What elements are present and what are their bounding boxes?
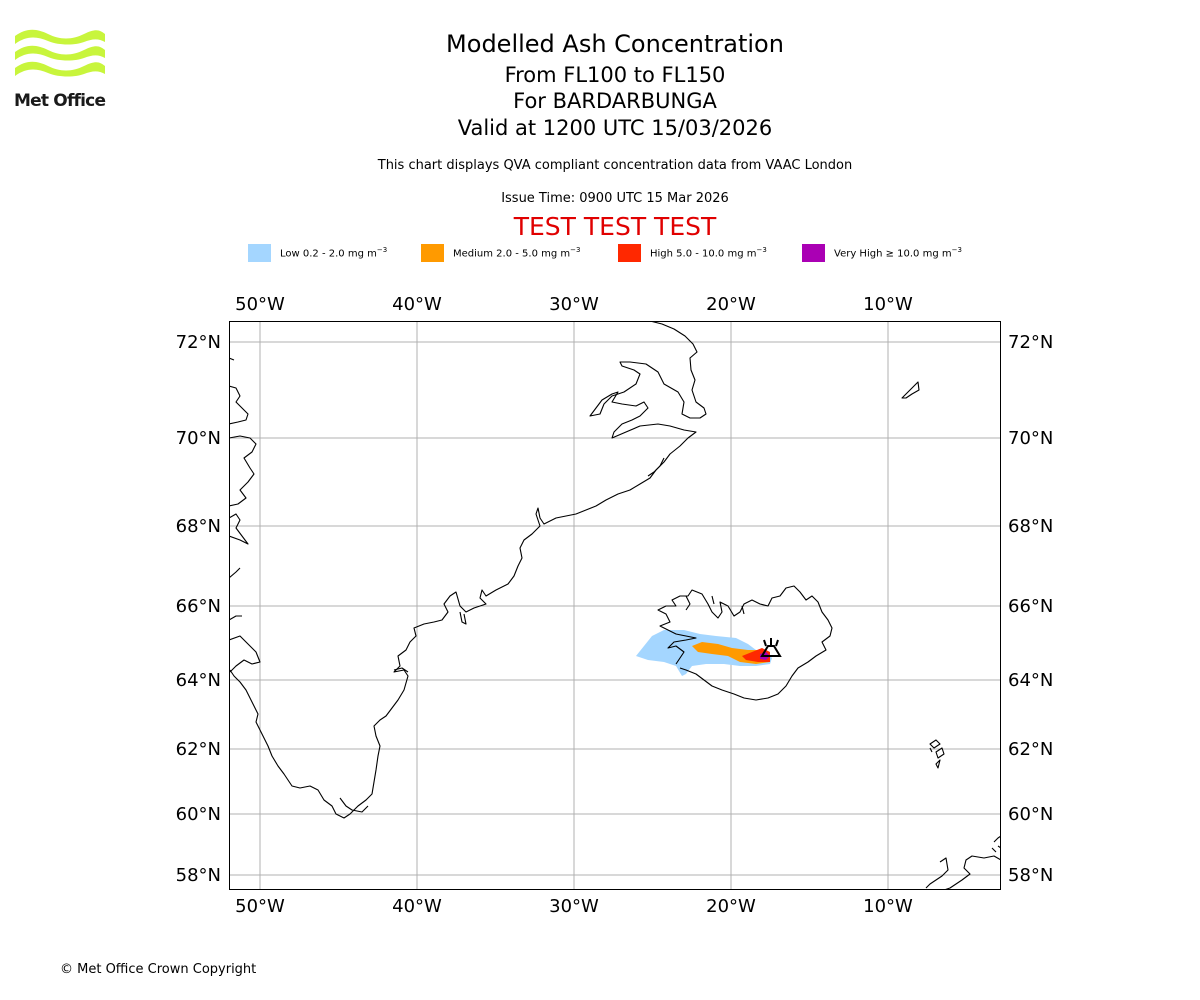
faroe-islands-coastline (929, 739, 945, 769)
greenland-inlet-3 (393, 667, 409, 673)
legend-exp-medium: −3 (570, 246, 581, 254)
greenland-coastline (229, 321, 707, 819)
lat-tick-right: 64°N (1008, 670, 1053, 691)
legend-swatch-medium (421, 244, 444, 262)
greenland-west-fragments (229, 357, 261, 673)
jan-mayen-coastline (901, 381, 920, 399)
legend-exp-low: −3 (376, 246, 388, 254)
scotland-coastline (925, 835, 1001, 890)
iceland-fjords (685, 595, 745, 615)
lat-tick-left: 64°N (176, 670, 221, 691)
chart-title: Modelled Ash Concentration (446, 30, 784, 58)
ash-area-low (636, 630, 772, 676)
greenland-inlet-4 (339, 797, 369, 813)
met-office-logo: Met Office (14, 28, 110, 112)
valid-time: Valid at 1200 UTC 15/03/2026 (457, 116, 773, 140)
lat-tick-left: 60°N (176, 804, 221, 825)
lat-tick-right: 58°N (1008, 865, 1053, 886)
test-banner: TEST TEST TEST (513, 212, 717, 241)
lat-tick-left: 68°N (176, 516, 221, 537)
legend-label-high: High 5.0 - 10.0 mg m (650, 248, 757, 260)
lat-tick-right: 70°N (1008, 428, 1053, 449)
legend-label-low: Low 0.2 - 2.0 mg m (280, 248, 377, 260)
flight-levels: From FL100 to FL150 (504, 63, 726, 87)
lon-tick-top: 10°W (863, 294, 913, 315)
lat-tick-right: 66°N (1008, 596, 1053, 617)
volcano-icon (760, 638, 782, 657)
ash-concentration-areas (636, 630, 772, 676)
chart-description: This chart displays QVA compliant concen… (377, 158, 853, 173)
legend-exp-high: −3 (756, 246, 767, 254)
lon-tick-bottom: 30°W (549, 896, 599, 917)
legend-swatch-high (618, 244, 641, 262)
lon-tick-top: 40°W (392, 294, 442, 315)
iceland-coastline (657, 585, 833, 701)
greenland-inlet-1 (647, 457, 665, 477)
lat-tick-right: 72°N (1008, 332, 1053, 353)
logo-text: Met Office (14, 91, 106, 111)
issue-time: Issue Time: 0900 UTC 15 Mar 2026 (501, 191, 729, 206)
legend-swatch-low (248, 244, 271, 262)
copyright-notice: © Met Office Crown Copyright (60, 962, 257, 977)
lat-tick-left: 66°N (176, 596, 221, 617)
lon-tick-bottom: 20°W (706, 896, 756, 917)
lat-tick-left: 62°N (176, 739, 221, 760)
map-frame (229, 321, 1001, 890)
lon-tick-top: 20°W (706, 294, 756, 315)
lat-tick-right: 68°N (1008, 516, 1053, 537)
lon-tick-top: 50°W (235, 294, 285, 315)
greenland-inlet-2 (459, 611, 467, 625)
lon-tick-bottom: 10°W (863, 896, 913, 917)
lat-tick-right: 60°N (1008, 804, 1053, 825)
lon-tick-bottom: 40°W (392, 896, 442, 917)
lat-tick-left: 70°N (176, 428, 221, 449)
lat-tick-left: 58°N (176, 865, 221, 886)
legend-exp-very-high: −3 (951, 246, 962, 254)
legend-label-medium: Medium 2.0 - 5.0 mg m (453, 248, 571, 260)
lon-tick-top: 30°W (549, 294, 599, 315)
legend-swatch-very-high (802, 244, 825, 262)
map-gridlines (229, 321, 1001, 890)
legend-label-very-high: Very High ≥ 10.0 mg m (834, 248, 952, 260)
lat-tick-right: 62°N (1008, 739, 1053, 760)
met-office-waves-icon (15, 29, 105, 77)
volcano-name: For BARDARBUNGA (513, 89, 717, 113)
lon-tick-bottom: 50°W (235, 896, 285, 917)
lat-tick-left: 72°N (176, 332, 221, 353)
